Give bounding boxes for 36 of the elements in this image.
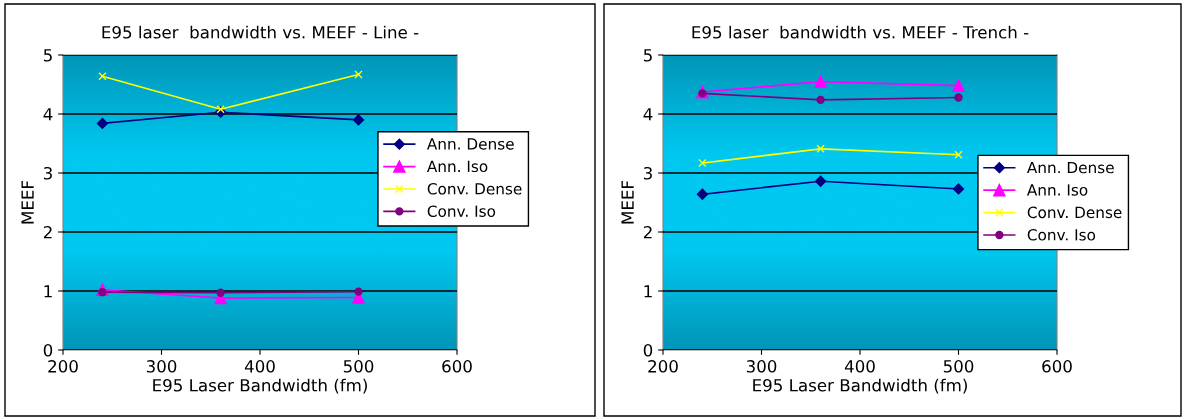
y-tick-label: 4 (643, 108, 653, 121)
x-tick-label: 500 (343, 360, 374, 373)
chart-title: E95 laser bandwidth vs. MEEF - Line - (102, 25, 419, 39)
legend-label: Conv. Dense (1027, 206, 1122, 219)
y-tick-label: 5 (643, 49, 652, 62)
x-tick-label: 200 (648, 360, 678, 373)
y-tick-label: 3 (43, 166, 52, 180)
x-tick-label: 400 (244, 360, 275, 373)
chart-title: E95 laser bandwidth vs. MEEF - Trench - (692, 25, 1029, 39)
y-tick-label: 4 (43, 108, 53, 121)
legend-label: Conv. Dense (427, 182, 522, 195)
y-tick-label: 3 (643, 166, 652, 180)
y-tick-label: 0 (643, 343, 653, 357)
x-tick-label: 300 (746, 360, 777, 373)
legend-label: Ann. Dense (426, 138, 514, 150)
x-tick-label: 400 (844, 360, 875, 373)
y-tick-label: 0 (43, 343, 53, 357)
legend-label: Ann. Iso (1026, 184, 1088, 196)
x-axis-title: E95 Laser Bandwidth (fm) (753, 378, 967, 394)
x-tick-label: 300 (146, 360, 177, 373)
x-axis-title: E95 Laser Bandwidth (fm) (153, 378, 367, 394)
y-tick-label: 2 (43, 225, 52, 239)
x-tick-label: 600 (442, 360, 472, 373)
y-axis-title: MEEF (621, 180, 634, 224)
y-axis-title: MEEF (21, 180, 34, 224)
y-tick-label: 1 (644, 285, 652, 298)
legend-label: Ann. Dense (1026, 161, 1114, 174)
legend-label: Ann. Iso (426, 160, 488, 173)
legend-label: Conv. Iso (427, 205, 496, 217)
x-tick-label: 200 (48, 360, 78, 373)
x-tick-label: 500 (943, 360, 974, 373)
y-tick-label: 1 (44, 285, 52, 298)
y-tick-label: 2 (643, 225, 652, 239)
x-tick-label: 600 (1042, 360, 1072, 373)
legend-label: Conv. Iso (1027, 229, 1096, 241)
y-tick-label: 5 (43, 49, 52, 62)
